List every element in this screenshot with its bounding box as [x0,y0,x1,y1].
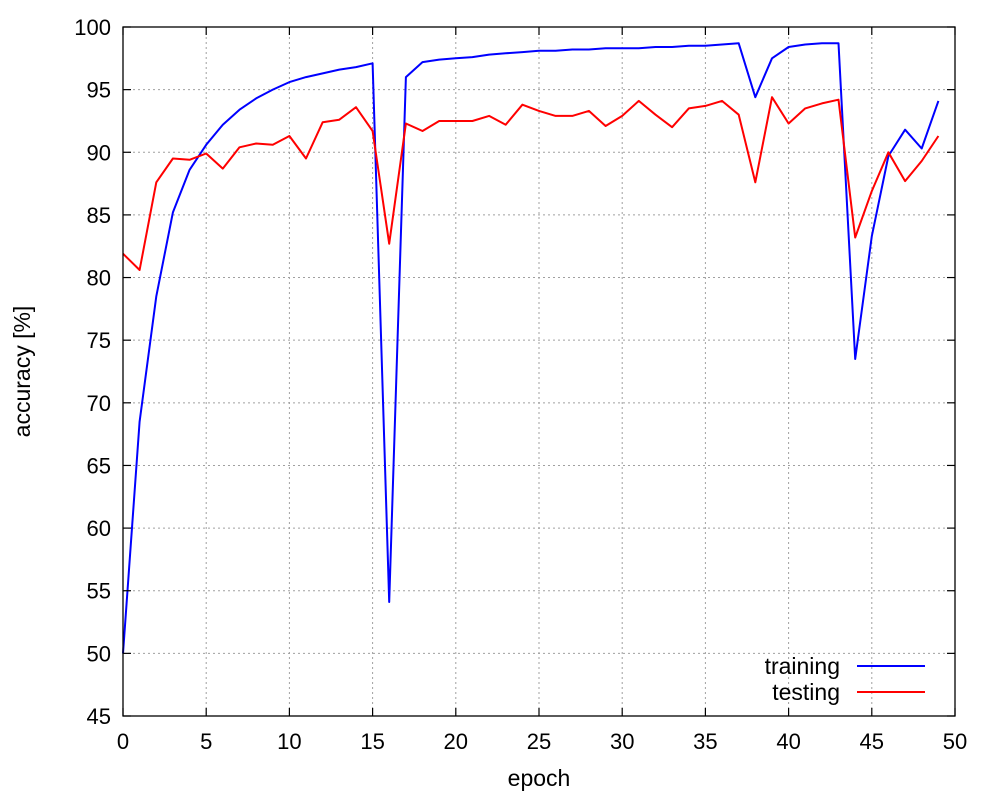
y-tick-label: 45 [87,704,111,729]
x-tick-label: 40 [776,729,800,754]
x-tick-label: 20 [444,729,468,754]
x-tick-label: 15 [360,729,384,754]
y-tick-label: 95 [87,78,111,103]
y-tick-label: 55 [87,579,111,604]
legend-label-testing: testing [772,679,840,705]
x-tick-label: 50 [943,729,967,754]
y-tick-label: 90 [87,140,111,165]
x-tick-label: 35 [693,729,717,754]
grid-lines [123,27,955,716]
y-tick-label: 80 [87,266,111,291]
x-tick-label: 30 [610,729,634,754]
x-axis-label: epoch [508,765,571,791]
y-axis-label: accuracy [%] [9,306,35,438]
x-tick-label: 5 [200,729,212,754]
series-line-training [122,42,940,654]
x-tick-label: 25 [527,729,551,754]
axis-ticks: 0 5 10 15 20 25 30 35 40 45 50 45 50 55 60 65 70 75 80 85 90… [74,15,967,754]
x-tick-label: 10 [277,729,301,754]
y-tick-label: 100 [74,15,111,40]
y-tick-label: 75 [87,328,111,353]
x-tick-label: 0 [117,729,129,754]
y-tick-label: 85 [87,203,111,228]
legend-label-training: training [765,653,840,679]
x-tick-label: 45 [860,729,884,754]
series-line-testing [122,96,940,271]
y-tick-label: 50 [87,641,111,666]
y-tick-label: 65 [87,453,111,478]
y-tick-label: 70 [87,391,111,416]
series-lines [122,42,940,654]
y-tick-label: 60 [87,516,111,541]
